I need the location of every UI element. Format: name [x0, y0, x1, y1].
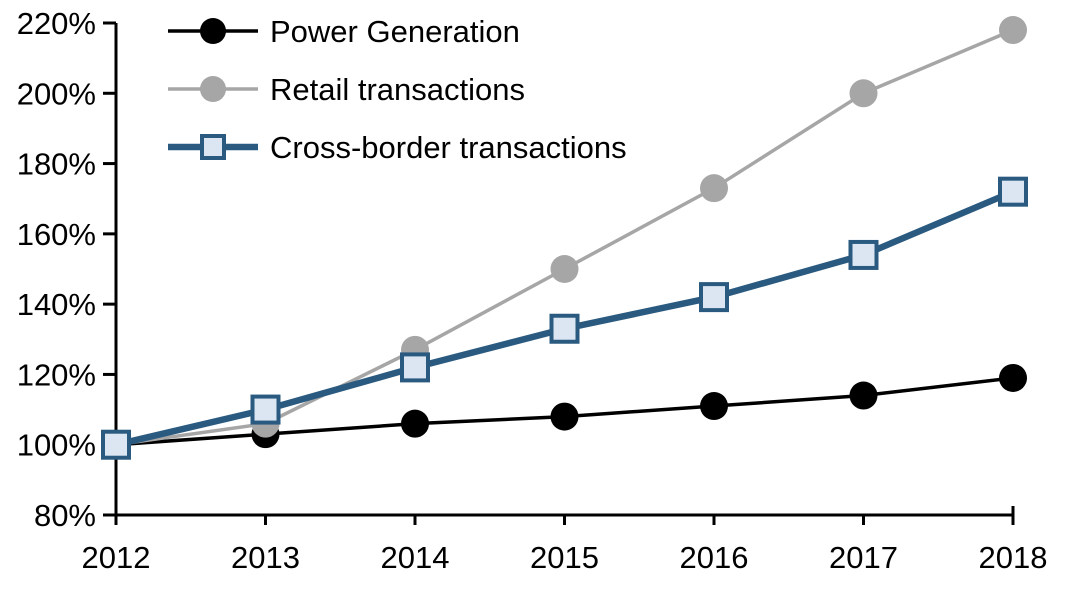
- data-point-cross-border-transactions-2012: [101, 429, 131, 460]
- legend-label-retail-transactions: Retail transactions: [270, 72, 525, 107]
- data-point-retail-transactions-2017: [849, 79, 878, 108]
- y-tick-label: 220%: [17, 6, 96, 41]
- y-tick-label: 180%: [17, 147, 96, 182]
- data-point-power-generation-2015: [550, 402, 579, 431]
- data-point-power-generation-2016: [700, 392, 728, 421]
- x-tick-label: 2017: [829, 540, 898, 575]
- data-point-cross-border-transactions-2018: [998, 176, 1028, 207]
- data-point-power-generation-2018: [999, 363, 1027, 392]
- y-tick-label: 120%: [17, 357, 96, 392]
- data-point-retail-transactions-2016: [700, 174, 728, 203]
- x-tick-label: 2014: [381, 540, 450, 575]
- data-point-cross-border-transactions-2014: [400, 352, 430, 383]
- data-point-power-generation-2014: [401, 409, 429, 438]
- data-point-retail-transactions-2015: [550, 255, 579, 283]
- legend-marker-square-icon: [200, 134, 226, 160]
- data-point-cross-border-transactions-2016: [699, 282, 729, 313]
- legend-label-power-generation: Power Generation: [270, 14, 520, 49]
- data-point-cross-border-transactions-2017: [848, 239, 879, 270]
- data-point-cross-border-transactions-2015: [549, 313, 580, 344]
- legend-marker-circle-icon: [200, 76, 226, 102]
- x-tick-label: 2013: [231, 540, 300, 575]
- data-point-power-generation-2017: [849, 381, 878, 410]
- y-tick-label: 140%: [17, 287, 96, 322]
- x-tick-label: 2018: [979, 540, 1048, 575]
- legend-marker-circle-icon: [200, 18, 226, 44]
- y-tick-label: 160%: [17, 217, 96, 252]
- x-tick-label: 2015: [530, 540, 599, 575]
- series-line-retail-transactions: [115, 28, 1014, 447]
- y-tick-label: 200%: [17, 76, 96, 111]
- data-point-cross-border-transactions-2013: [250, 394, 281, 425]
- y-tick-label: 100%: [17, 428, 96, 463]
- y-tick-label: 80%: [34, 498, 96, 533]
- x-tick-label: 2016: [680, 540, 749, 575]
- data-point-retail-transactions-2018: [999, 16, 1027, 45]
- legend-label-cross-border-transactions: Cross-border transactions: [270, 130, 627, 165]
- x-tick-label: 2012: [82, 540, 151, 575]
